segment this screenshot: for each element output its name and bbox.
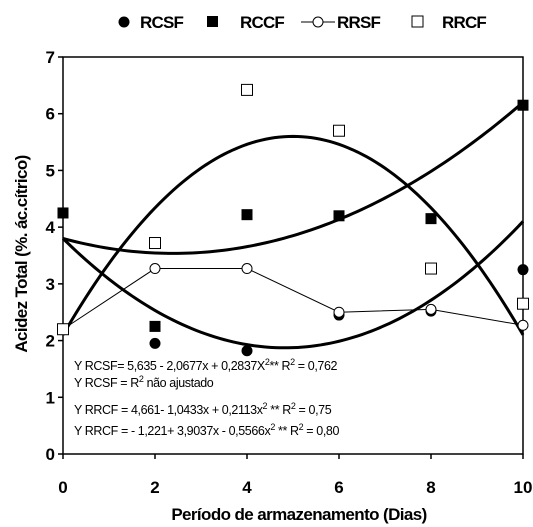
marker-rrcf (333, 124, 345, 137)
legend: RCSF RCCF RRSF RRCF (118, 13, 487, 32)
marker-rccf (517, 99, 529, 111)
data-markers (57, 83, 529, 357)
equation-text: Y RCSF = R (74, 376, 139, 390)
legend-marker-rcsf (118, 16, 130, 28)
plot-area (62, 56, 524, 455)
marker-rrcf (149, 237, 161, 250)
x-tick-label: 8 (426, 478, 435, 497)
legend-label-rrsf: RRSF (337, 13, 380, 32)
marker-rccf (425, 213, 437, 225)
equation-text: não ajustado (144, 376, 214, 390)
marker-rccf (333, 210, 345, 222)
equation-superscript: 2 (265, 357, 270, 367)
legend-marker-rccf (207, 16, 218, 27)
y-tick-label: 7 (46, 48, 55, 67)
equation-superscript: 2 (291, 401, 296, 411)
x-tick-label: 2 (150, 478, 159, 497)
marker-rrcf (517, 297, 529, 310)
fit-curve-rccf (62, 101, 524, 255)
marker-rrcf (241, 83, 253, 96)
marker-rccf (241, 209, 253, 221)
x-tick-label: 10 (514, 478, 533, 497)
marker-rccf (149, 320, 161, 332)
equation-superscript: 2 (299, 422, 304, 432)
marker-rrsf (333, 306, 345, 318)
x-tick-label: 0 (58, 478, 67, 497)
y-tick-label: 5 (46, 161, 55, 180)
equation-text: = 0,75 (295, 403, 331, 417)
marker-rrsf (149, 263, 161, 275)
equation-superscript: 2 (139, 374, 144, 384)
fit-curve-rrcf (61, 134, 525, 336)
series-lines (62, 268, 524, 330)
x-axis-label: Período de armazenamento (Dias) (171, 505, 426, 524)
y-tick-label: 4 (46, 218, 56, 237)
y-tick-label: 0 (46, 445, 55, 464)
legend-label-rrcf: RRCF (442, 13, 486, 32)
equation-text: ** R (269, 359, 290, 373)
y-tick-label: 6 (46, 105, 55, 124)
equation-text: Y RCSF= 5,635 - 2,0677x + 0,2837X (74, 359, 266, 373)
regression-equation: Y RCSF = R2 não ajustado (74, 374, 214, 390)
equation-text: = 0,762 (295, 359, 338, 373)
fit-curve-rcsf (61, 220, 525, 350)
legend-label-rcsf: RCSF (140, 13, 183, 32)
equation-text: = 0,80 (303, 424, 339, 438)
marker-rcsf (517, 264, 529, 276)
y-tick-labels: 0 1 2 3 4 5 6 7 (46, 48, 56, 464)
legend-marker-rrsf (312, 16, 324, 28)
regression-equation: Y RRCF = 4,661- 1,0433x + 0,2113x2 ** R2… (74, 401, 332, 417)
regression-equation: Y RRCF = - 1,221+ 3,9037x - 0,5566x2 ** … (74, 422, 339, 438)
marker-rrsf (241, 263, 253, 275)
marker-rccf (57, 207, 69, 219)
x-tick-labels: 0 2 4 6 8 10 (58, 478, 532, 497)
y-axis-label: Acidez Total (%. ác.cítrico) (12, 155, 31, 352)
regression-equation: Y RCSF= 5,635 - 2,0677x + 0,2837X2** R2 … (74, 357, 338, 373)
marker-rcsf (241, 345, 253, 357)
series-line-rrsf (62, 268, 524, 330)
regression-equations: Y RCSF= 5,635 - 2,0677x + 0,2837X2** R2 … (74, 357, 340, 438)
equation-text: ** R (267, 403, 291, 417)
y-tick-label: 1 (46, 388, 55, 407)
x-tick-label: 6 (334, 478, 343, 497)
equation-superscript: 2 (290, 357, 295, 367)
equation-text: Y RRCF = 4,661- 1,0433x + 0,2113x (74, 403, 264, 417)
equation-superscript: 2 (270, 422, 275, 432)
equation-text: ** R (275, 424, 299, 438)
trend-curves (61, 101, 525, 350)
marker-rrsf (517, 319, 529, 331)
equation-text: Y RRCF = - 1,221+ 3,9037x - 0,5566x (74, 424, 271, 438)
legend-label-rccf: RCCF (240, 13, 284, 32)
legend-marker-rrcf (411, 15, 424, 28)
marker-rcsf (149, 337, 161, 349)
marker-rrsf (425, 303, 437, 315)
x-tick-label: 4 (242, 478, 252, 497)
equation-superscript: 2 (263, 401, 268, 411)
y-tick-label: 2 (46, 332, 55, 351)
marker-rrcf (425, 262, 437, 275)
y-tick-label: 3 (46, 275, 55, 294)
axis-tick-marks (58, 56, 524, 459)
marker-rrcf (57, 323, 69, 336)
